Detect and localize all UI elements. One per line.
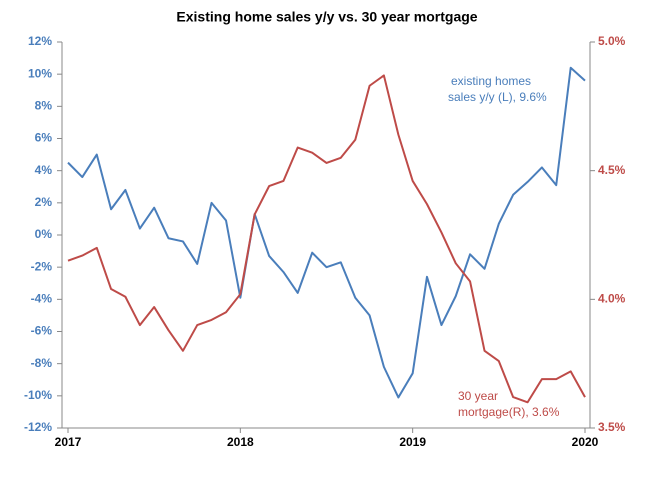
y-tick-label: -6%	[31, 324, 53, 338]
y-tick-label: 4%	[35, 163, 53, 177]
y2-tick-label: 4.0%	[598, 292, 626, 306]
y-tick-label: 0%	[35, 227, 53, 241]
y2-tick-label: 5.0%	[598, 34, 626, 48]
series-annotation: mortgage(R), 3.6%	[458, 405, 560, 419]
y-tick-label: 8%	[35, 99, 53, 113]
y-tick-label: -2%	[31, 259, 53, 273]
y-tick-label: -12%	[24, 420, 52, 434]
x-tick-label: 2020	[572, 435, 599, 449]
series-line	[67, 74, 586, 404]
chart-title: Existing home sales y/y vs. 30 year mort…	[176, 9, 477, 25]
x-tick-label: 2018	[227, 435, 254, 449]
series-line	[67, 66, 586, 399]
x-tick-label: 2019	[399, 435, 426, 449]
y-tick-label: 6%	[35, 131, 53, 145]
x-tick-label: 2017	[55, 435, 82, 449]
series-annotation: 30 year	[458, 389, 498, 403]
y-tick-label: -4%	[31, 292, 53, 306]
y-tick-label: 12%	[28, 34, 52, 48]
y2-tick-label: 4.5%	[598, 163, 626, 177]
series-annotation: existing homes	[451, 74, 531, 88]
y2-tick-label: 3.5%	[598, 420, 626, 434]
y-tick-label: -8%	[31, 356, 53, 370]
y-tick-label: -10%	[24, 388, 52, 402]
y-tick-label: 10%	[28, 66, 52, 80]
series-annotation: sales y/y (L), 9.6%	[448, 90, 547, 104]
y-tick-label: 2%	[35, 195, 53, 209]
